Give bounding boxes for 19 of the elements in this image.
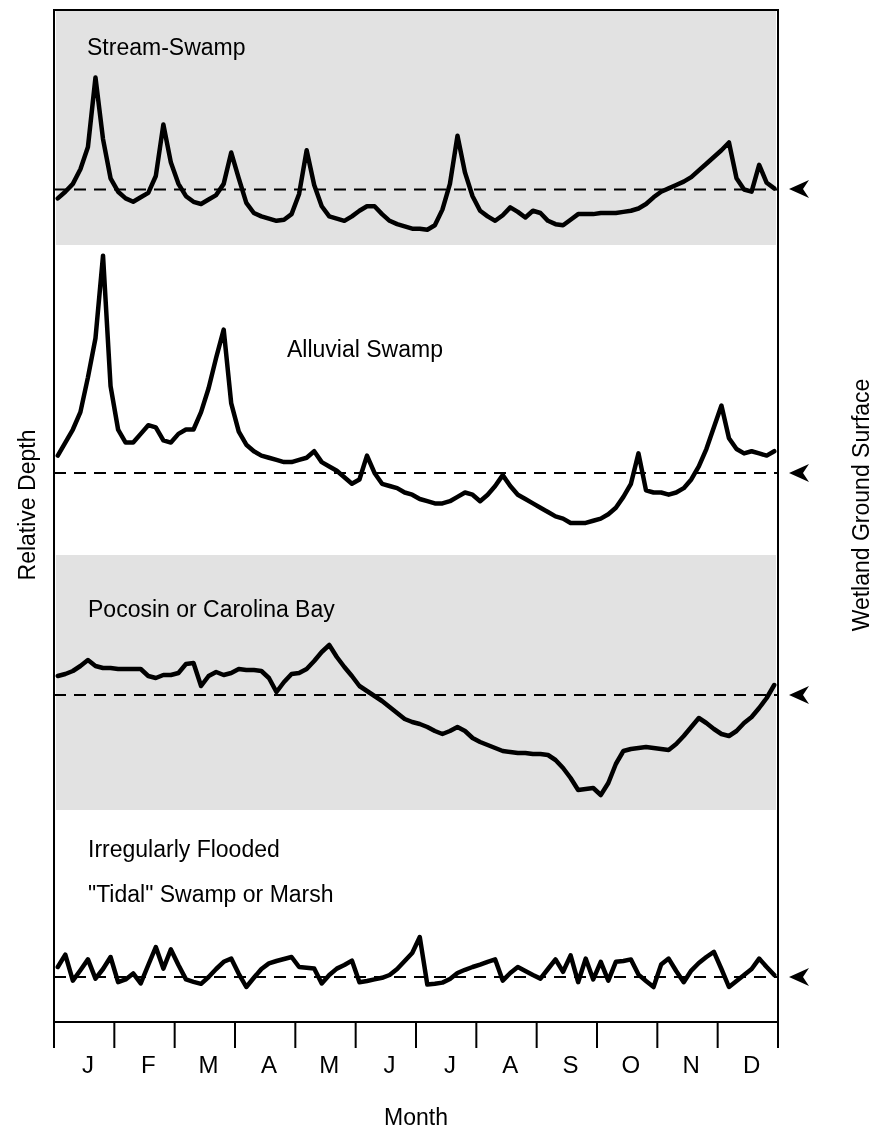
x-tick-label: J (383, 1051, 396, 1079)
x-tick-label: J (443, 1051, 456, 1079)
y-axis-title: Relative Depth (13, 429, 41, 581)
chart-title: Stream-Swamp (87, 33, 246, 62)
text: Alluvial Swamp (287, 335, 443, 364)
x-tick-label: A (260, 1051, 277, 1079)
x-tick-label: O (621, 1051, 641, 1079)
y2-axis-title: Wetland Ground Surface (847, 378, 875, 632)
x-tick-label: M (198, 1051, 219, 1079)
chart-title: Pocosin or Carolina Bay (88, 595, 335, 624)
x-tick-label: J (81, 1051, 94, 1079)
chart-title: Irregularly Flooded "Tidal" Swamp or Marsh (88, 835, 334, 909)
x-tick-label: S (562, 1051, 579, 1079)
x-tick-label: F (140, 1051, 156, 1079)
x-tick-label: A (502, 1051, 519, 1079)
x-axis-title: Month (384, 1103, 448, 1131)
x-tick-label: N (682, 1051, 700, 1079)
x-tick-label: D (742, 1051, 761, 1079)
x-tick-label: M (319, 1051, 340, 1079)
